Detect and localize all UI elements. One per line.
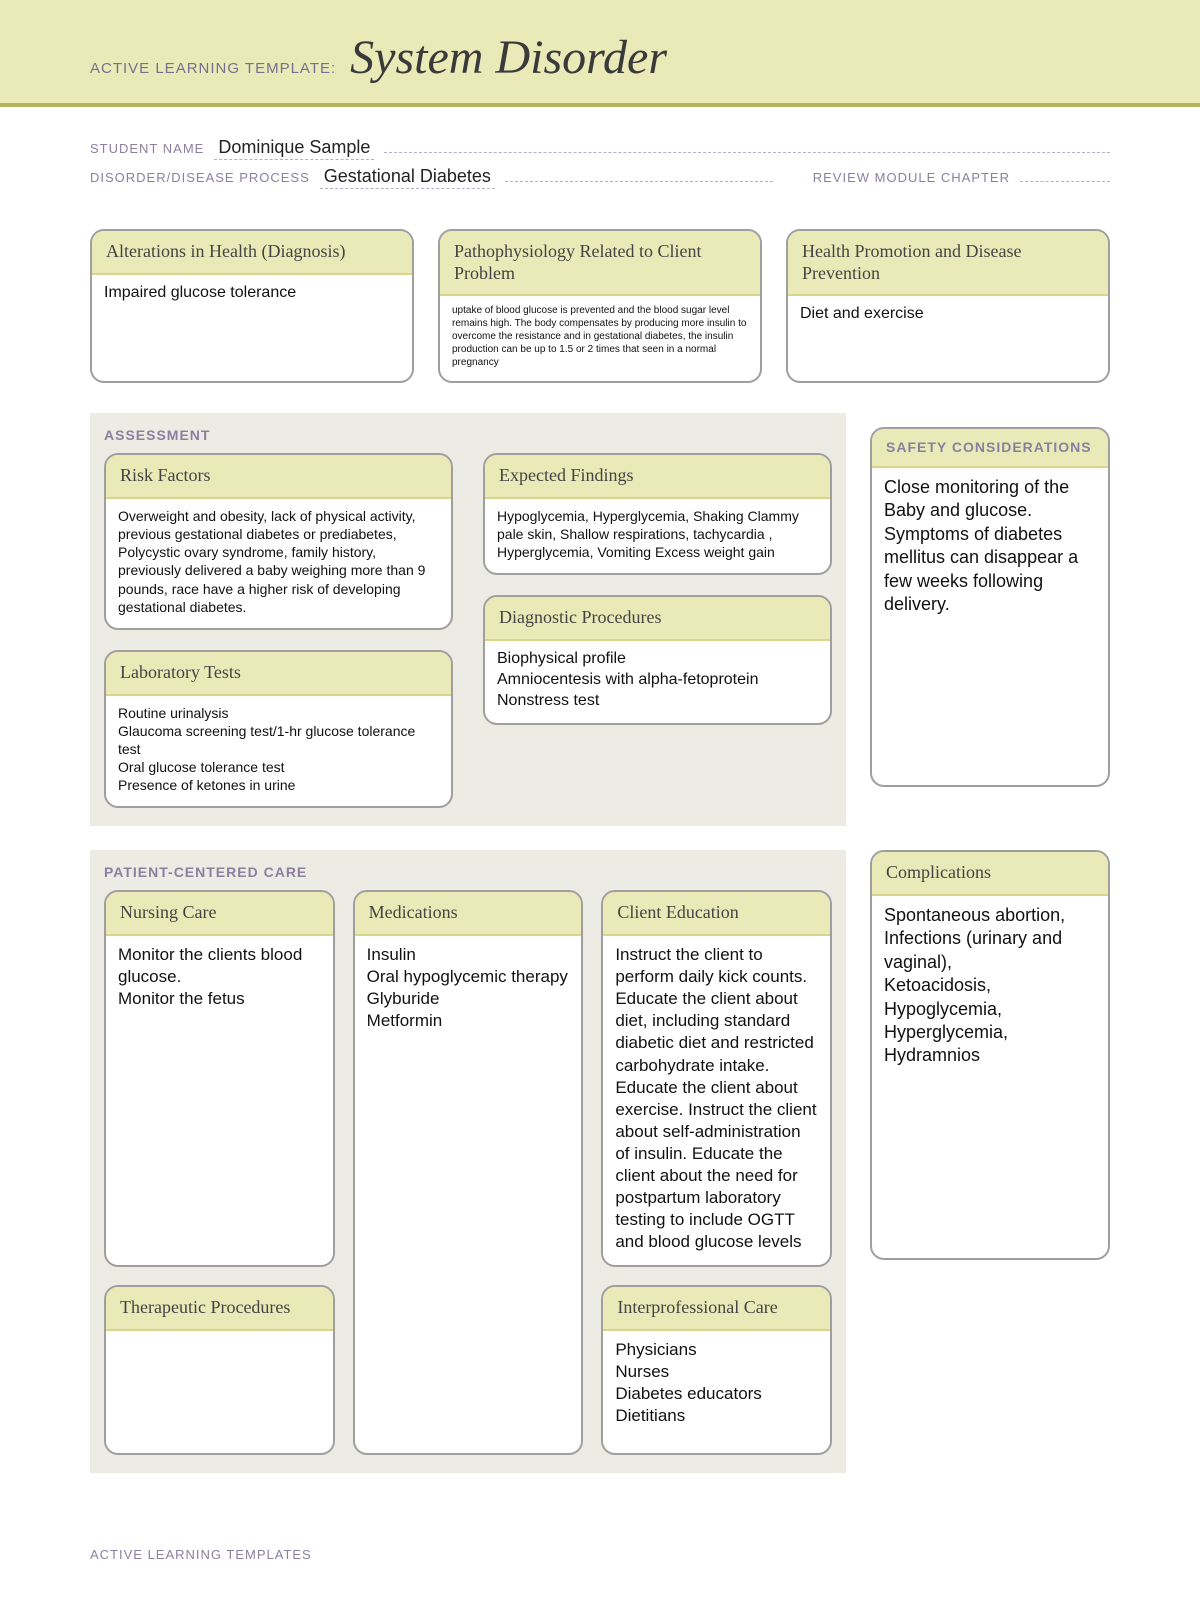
- promo-card: Health Promotion and Disease Prevention …: [786, 229, 1110, 383]
- inter-body: Physicians Nurses Diabetes educators Die…: [603, 1331, 830, 1453]
- disorder-value: Gestational Diabetes: [320, 166, 495, 189]
- edu-card: Client Education Instruct the client to …: [601, 890, 832, 1267]
- blank-line: [1020, 166, 1110, 182]
- disorder-label: DISORDER/DISEASE PROCESS: [90, 170, 310, 185]
- nursing-card: Nursing Care Monitor the clients blood g…: [104, 890, 335, 1267]
- therapeutic-card: Therapeutic Procedures: [104, 1285, 335, 1455]
- student-name-value: Dominique Sample: [214, 137, 374, 160]
- alterations-body: Impaired glucose tolerance: [92, 275, 412, 382]
- nursing-title: Nursing Care: [106, 892, 333, 936]
- safety-column: SAFETY CONSIDERATIONS Close monitoring o…: [870, 413, 1110, 811]
- diag-card: Diagnostic Procedures Biophysical profil…: [483, 595, 832, 725]
- blank-line: [505, 166, 773, 182]
- complications-card: Complications Spontaneous abortion, Infe…: [870, 850, 1110, 1260]
- alterations-card: Alterations in Health (Diagnosis) Impair…: [90, 229, 414, 383]
- assessment-section: ASSESSMENT Risk Factors Overweight and o…: [90, 413, 846, 826]
- findings-title: Expected Findings: [485, 455, 830, 499]
- meds-body: Insulin Oral hypoglycemic therapy Glybur…: [355, 936, 582, 1453]
- safety-card: SAFETY CONSIDERATIONS Close monitoring o…: [870, 427, 1110, 787]
- template-title: System Disorder: [350, 30, 667, 85]
- edu-body: Instruct the client to perform daily kic…: [603, 936, 830, 1265]
- top-cards-row: Alterations in Health (Diagnosis) Impair…: [90, 229, 1110, 383]
- nursing-body: Monitor the clients blood glucose. Monit…: [106, 936, 333, 1265]
- labs-card: Laboratory Tests Routine urinalysis Glau…: [104, 650, 453, 809]
- assessment-title: ASSESSMENT: [104, 427, 832, 443]
- promo-title: Health Promotion and Disease Prevention: [788, 231, 1108, 296]
- edu-title: Client Education: [603, 892, 830, 936]
- therapeutic-body: [106, 1331, 333, 1453]
- risk-card: Risk Factors Overweight and obesity, lac…: [104, 453, 453, 630]
- alterations-title: Alterations in Health (Diagnosis): [92, 231, 412, 275]
- complications-title: Complications: [872, 852, 1108, 896]
- template-label: ACTIVE LEARNING TEMPLATE:: [90, 60, 336, 77]
- patho-body: uptake of blood glucose is prevented and…: [440, 296, 760, 381]
- meds-card: Medications Insulin Oral hypoglycemic th…: [353, 890, 584, 1455]
- assessment-safety-grid: ASSESSMENT Risk Factors Overweight and o…: [90, 413, 1110, 850]
- meds-title: Medications: [355, 892, 582, 936]
- patho-card: Pathophysiology Related to Client Proble…: [438, 229, 762, 383]
- inter-card: Interprofessional Care Physicians Nurses…: [601, 1285, 832, 1455]
- diag-title: Diagnostic Procedures: [485, 597, 830, 641]
- blank-line: [384, 137, 1110, 153]
- labs-body: Routine urinalysis Glaucoma screening te…: [106, 696, 451, 807]
- header-band: ACTIVE LEARNING TEMPLATE: System Disorde…: [0, 0, 1200, 107]
- pcc-complications-grid: PATIENT-CENTERED CARE Nursing Care Monit…: [90, 850, 1110, 1497]
- therapeutic-title: Therapeutic Procedures: [106, 1287, 333, 1331]
- review-label: REVIEW MODULE CHAPTER: [813, 170, 1010, 185]
- risk-body: Overweight and obesity, lack of physical…: [106, 499, 451, 628]
- risk-title: Risk Factors: [106, 455, 451, 499]
- complications-body: Spontaneous abortion, Infections (urinar…: [872, 896, 1108, 1258]
- patho-title: Pathophysiology Related to Client Proble…: [440, 231, 760, 296]
- safety-title: SAFETY CONSIDERATIONS: [872, 429, 1108, 468]
- content-area: STUDENT NAME Dominique Sample DISORDER/D…: [0, 107, 1200, 1517]
- labs-title: Laboratory Tests: [106, 652, 451, 696]
- safety-body: Close monitoring of the Baby and glucose…: [872, 468, 1108, 785]
- student-name-label: STUDENT NAME: [90, 141, 204, 156]
- findings-body: Hypoglycemia, Hyperglycemia, Shaking Cla…: [485, 499, 830, 574]
- inter-title: Interprofessional Care: [603, 1287, 830, 1331]
- diag-body: Biophysical profile Amniocentesis with a…: [485, 641, 830, 723]
- complications-column: Complications Spontaneous abortion, Infe…: [870, 850, 1110, 1260]
- safety-wrap: SAFETY CONSIDERATIONS Close monitoring o…: [870, 413, 1110, 787]
- findings-card: Expected Findings Hypoglycemia, Hypergly…: [483, 453, 832, 575]
- pcc-title: PATIENT-CENTERED CARE: [104, 864, 832, 880]
- pcc-section: PATIENT-CENTERED CARE Nursing Care Monit…: [90, 850, 846, 1473]
- promo-body: Diet and exercise: [788, 296, 1108, 381]
- footer-label: ACTIVE LEARNING TEMPLATES: [0, 1517, 1200, 1602]
